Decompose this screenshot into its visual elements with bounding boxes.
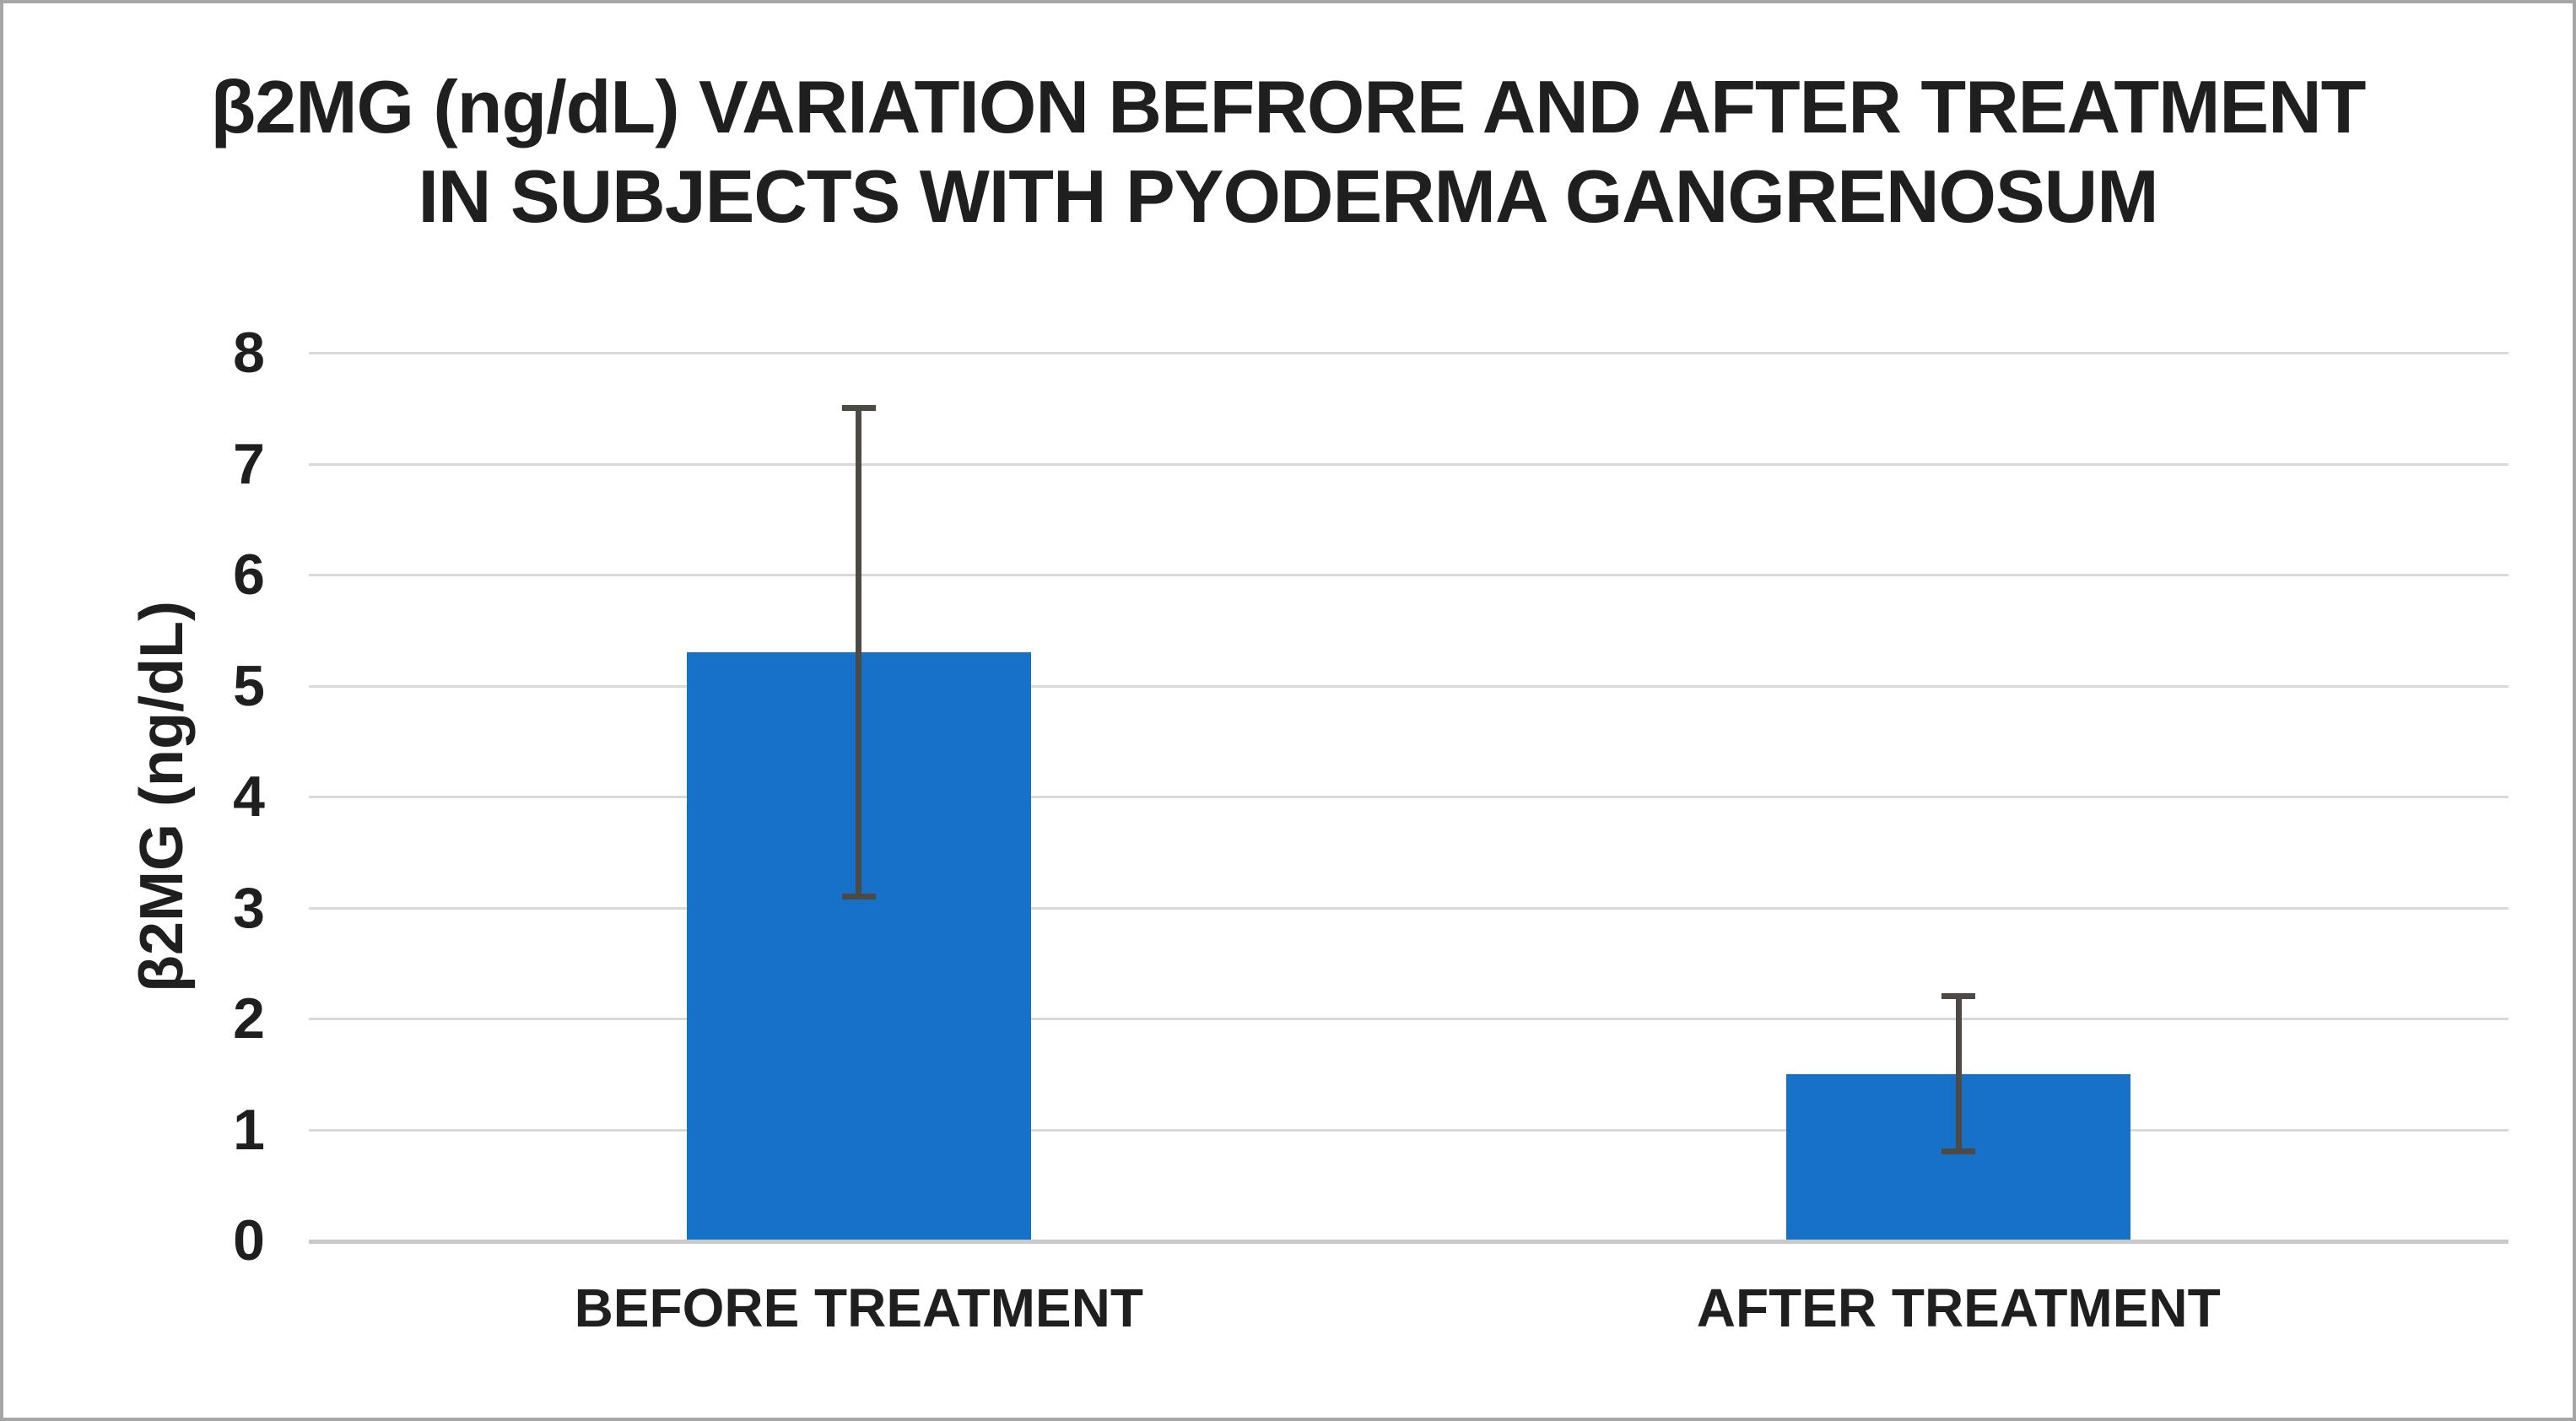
gridline	[309, 574, 2508, 576]
y-tick-label: 6	[233, 543, 265, 607]
y-axis-title: β2MG (ng/dL)	[128, 601, 196, 992]
y-tick-label: 0	[233, 1208, 265, 1272]
error-bar-line	[1955, 996, 1962, 1152]
chart-title-line-2: IN SUBJECTS WITH PYODERMA GANGRENOSUM	[418, 154, 2158, 238]
gridline	[309, 462, 2508, 466]
y-tick-label: 1	[233, 1097, 265, 1162]
y-tick-label: 2	[233, 986, 265, 1051]
error-bar-line	[856, 408, 862, 897]
y-tick-label: 7	[233, 431, 265, 496]
x-category-label: BEFORE TREATMENT	[574, 1278, 1143, 1338]
y-tick-label: 8	[233, 321, 265, 385]
chart-title: β2MG (ng/dL) VARIATION BEFRORE AND AFTER…	[3, 62, 2573, 241]
gridline	[309, 352, 2508, 354]
gridline	[309, 1018, 2508, 1020]
gridline	[309, 684, 2508, 688]
x-category-label: AFTER TREATMENT	[1696, 1278, 2221, 1338]
error-bar-cap-top	[1941, 993, 1976, 1000]
x-axis-line	[309, 1240, 2508, 1244]
error-bar-cap-bottom	[841, 893, 876, 900]
y-tick-label: 5	[233, 653, 265, 718]
chart-title-line-1: β2MG (ng/dL) VARIATION BEFRORE AND AFTER…	[210, 65, 2367, 149]
gridline	[309, 1128, 2508, 1132]
y-tick-label: 4	[233, 765, 265, 829]
y-tick-label: 3	[233, 875, 265, 940]
error-bar-cap-top	[841, 405, 876, 412]
gridline	[309, 796, 2508, 798]
error-bar-cap-bottom	[1941, 1148, 1976, 1155]
gridline	[309, 906, 2508, 910]
